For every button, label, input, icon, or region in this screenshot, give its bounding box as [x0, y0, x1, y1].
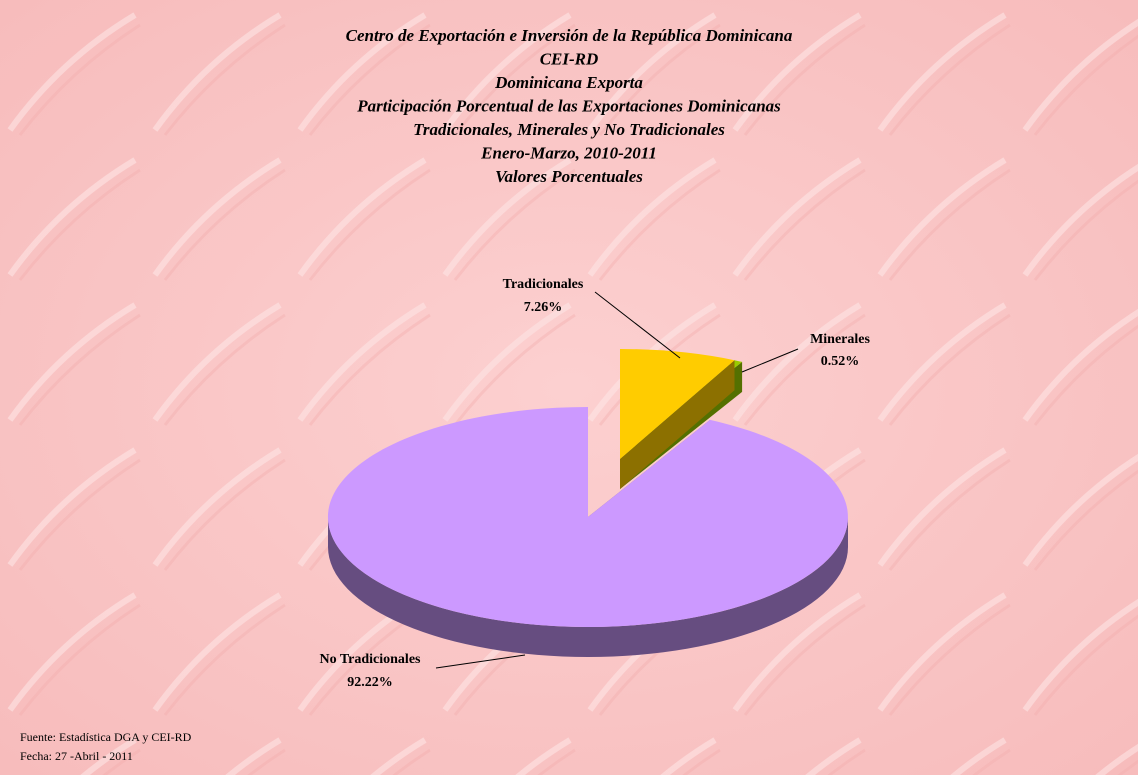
pie	[327, 348, 848, 657]
chart-title: Dominicana Exporta	[494, 73, 643, 92]
leader-line	[594, 291, 681, 359]
slice-label: Minerales	[810, 332, 870, 347]
title-block: Centro de Exportación e Inversión de la …	[346, 26, 793, 186]
slice-value: 7.26%	[524, 300, 563, 315]
chart-title: Tradicionales, Minerales y No Tradiciona…	[413, 120, 725, 139]
chart-title: Participación Porcentual de las Exportac…	[356, 96, 781, 115]
slice	[327, 407, 848, 627]
source-note: Fuente: Estadística DGA y CEI-RD	[20, 730, 192, 744]
chart-title: Enero-Marzo, 2010-2011	[480, 143, 657, 162]
slice-value: 92.22%	[347, 675, 393, 690]
leader-line	[435, 654, 526, 669]
slice-wall	[328, 517, 848, 657]
slice-side	[620, 360, 735, 489]
leader-line	[741, 348, 799, 373]
chart-title: Centro de Exportación e Inversión de la …	[346, 26, 793, 45]
slice-value: 0.52%	[821, 354, 860, 369]
chart-title: CEI-RD	[540, 49, 599, 68]
slice	[620, 348, 735, 459]
slice-label: No Tradicionales	[320, 652, 422, 667]
chart-title: Valores Porcentuales	[495, 167, 643, 186]
date-note: Fecha: 27 -Abril - 2011	[20, 749, 133, 763]
slice-label: Tradicionales	[503, 277, 584, 292]
